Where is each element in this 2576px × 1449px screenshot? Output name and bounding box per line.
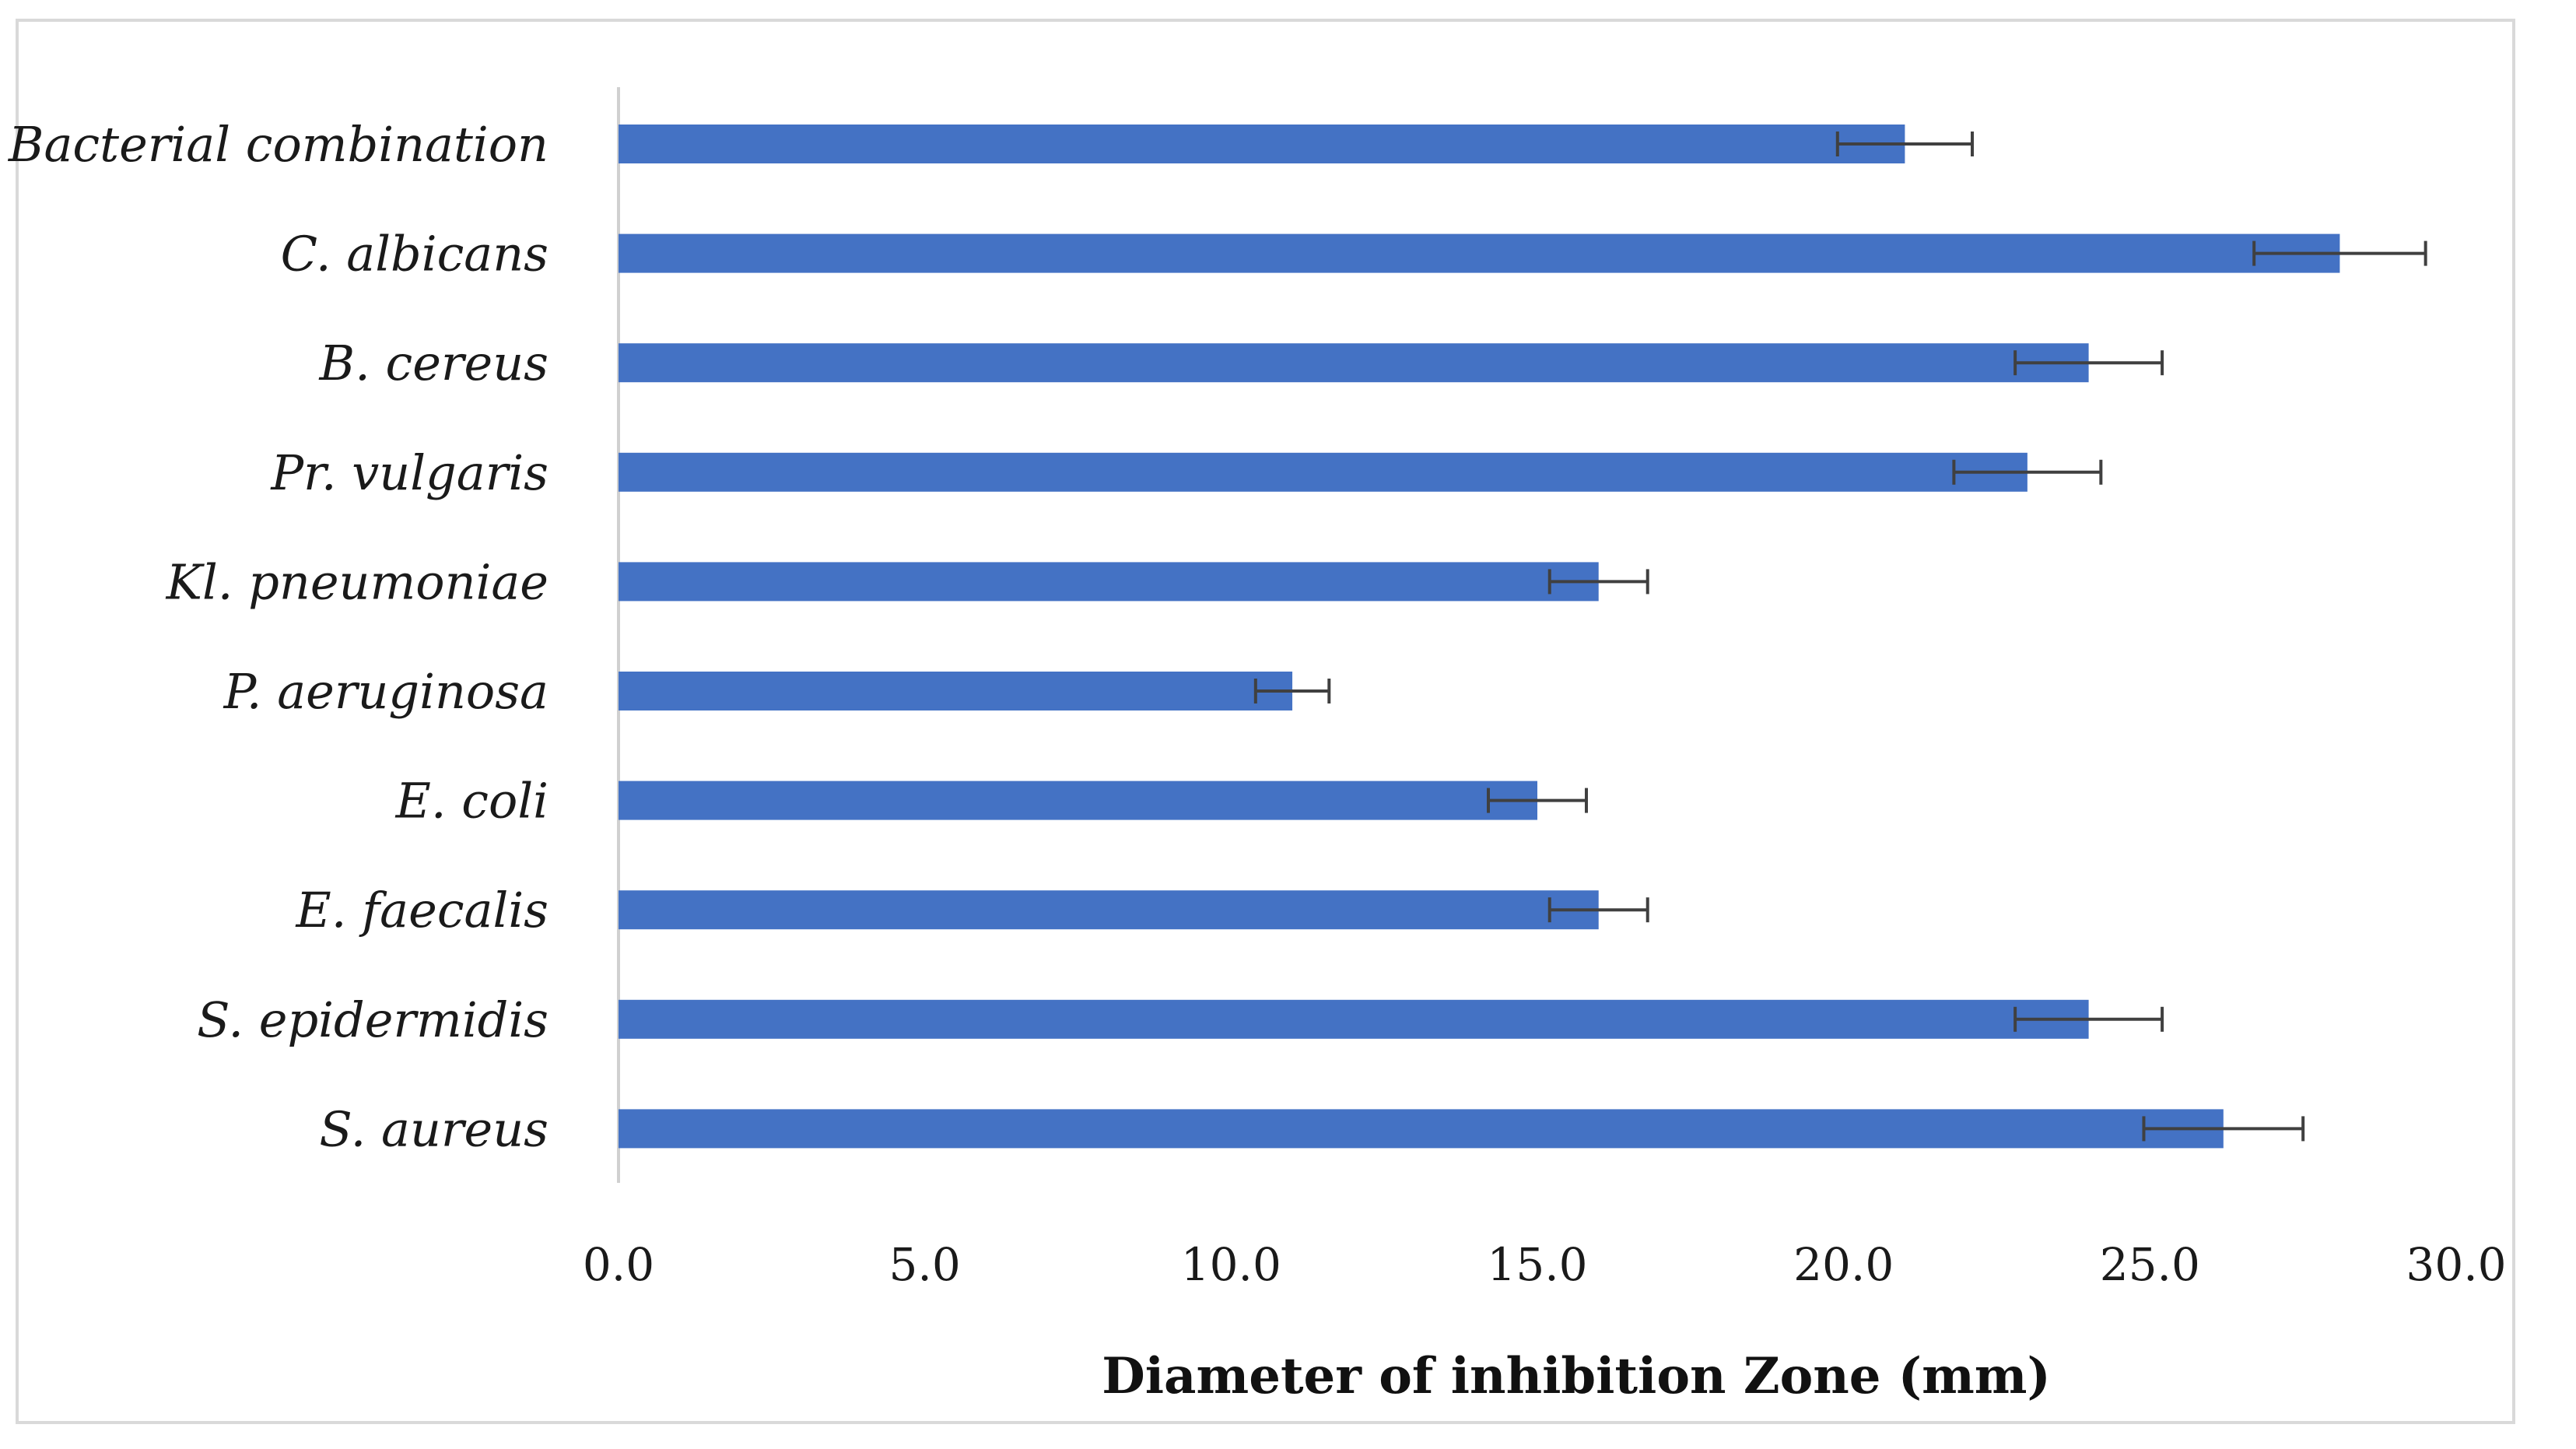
category-label-8: S. epidermidis [197,991,548,1048]
bar-5 [619,672,1293,710]
x-tick-label-4: 20.0 [1793,1238,1894,1291]
error-bar-1 [2252,240,2427,266]
bar-8 [619,999,2089,1039]
bar-7 [619,890,1599,930]
bar-1 [619,233,2340,273]
category-label-5: P. aeruginosa [223,663,548,720]
error-bar-8 [2013,1006,2164,1032]
bar-6 [619,781,1537,820]
error-bar-3 [1952,459,2103,485]
bar-4 [619,562,1599,602]
category-label-4: Kl. pneumoniae [166,553,548,610]
x-tick-labels: 0.0 5.0 10.0 15.0 20.0 25.0 30.0 [583,1238,2507,1291]
bar-0 [619,125,1905,163]
x-tick-label-2: 10.0 [1181,1238,1281,1291]
category-label-7: E. faecalis [296,882,548,939]
x-tick-label-5: 25.0 [2100,1238,2200,1291]
category-label-6: E. coli [395,773,548,830]
x-axis-title: Diameter of inhibition Zone (mm) [1102,1347,2051,1405]
error-bars-group [1253,132,2427,1142]
error-bar-2 [2013,350,2164,376]
category-label-3: Pr. vulgaris [270,444,548,501]
category-label-2: B. cereus [319,335,548,391]
x-tick-label-6: 30.0 [2406,1238,2506,1291]
category-label-9: S. aureus [319,1100,548,1157]
error-bar-6 [1487,788,1588,813]
bars-group [619,125,2340,1149]
error-bar-5 [1253,679,1331,703]
bar-9 [619,1109,2224,1149]
error-bar-0 [1835,132,1975,156]
error-bar-7 [1547,897,1649,923]
x-tick-label-3: 15.0 [1487,1238,1587,1291]
x-tick-label-1: 5.0 [889,1238,961,1291]
bar-3 [619,452,2028,492]
bar-2 [619,343,2089,383]
category-labels: Bacterial combination C. albicans B. cereu… [8,116,548,1157]
x-tick-label-0: 0.0 [583,1238,654,1291]
error-bar-4 [1547,569,1649,595]
category-label-0: Bacterial combination [8,116,548,173]
error-bar-9 [2142,1116,2305,1142]
category-label-1: C. albicans [281,226,548,282]
